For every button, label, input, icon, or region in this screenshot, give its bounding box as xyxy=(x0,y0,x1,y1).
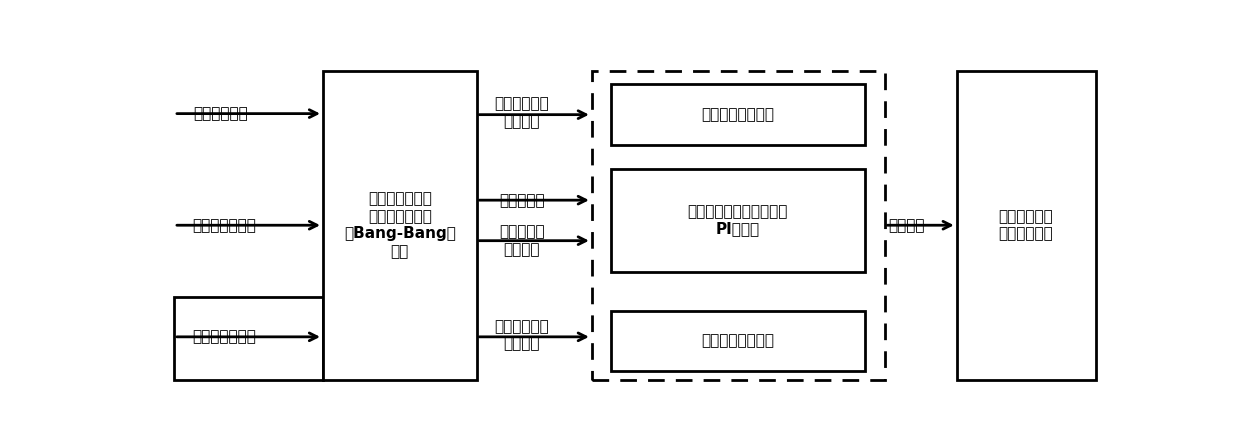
Text: 切换面标号: 切换面标号 xyxy=(499,193,544,208)
Text: 控制电流: 控制电流 xyxy=(888,218,926,233)
Text: 正向最大电流输出: 正向最大电流输出 xyxy=(701,107,774,122)
Text: 操纵杆实际位置: 操纵杆实际位置 xyxy=(192,329,256,344)
Text: 车辆实际档位: 车辆实际档位 xyxy=(193,106,248,121)
Text: 反向最大电流
触发指令: 反向最大电流 触发指令 xyxy=(494,319,549,351)
Text: 正向最大电流
触发指令: 正向最大电流 触发指令 xyxy=(494,96,549,129)
Bar xyxy=(957,70,1097,380)
Bar xyxy=(173,297,323,380)
Bar xyxy=(592,70,885,380)
Bar xyxy=(611,169,866,272)
Text: 操纵杆期望位置: 操纵杆期望位置 xyxy=(192,218,256,233)
Text: 基于经验驾驶员
操纵杆聚类模型
的Bang-Bang控
制器: 基于经验驾驶员 操纵杆聚类模型 的Bang-Bang控 制器 xyxy=(343,192,456,259)
Text: 基于强化学习优化的模糊
PI控制器: 基于强化学习优化的模糊 PI控制器 xyxy=(688,204,788,236)
Bar xyxy=(611,311,866,371)
Text: 电液伺服驱动
的转向执行器: 电液伺服驱动 的转向执行器 xyxy=(999,209,1053,241)
Text: 反向最大电流输出: 反向最大电流输出 xyxy=(701,334,774,348)
Bar xyxy=(323,70,477,380)
Text: 模糊控制器
触发指令: 模糊控制器 触发指令 xyxy=(499,224,544,257)
Bar xyxy=(611,84,866,145)
